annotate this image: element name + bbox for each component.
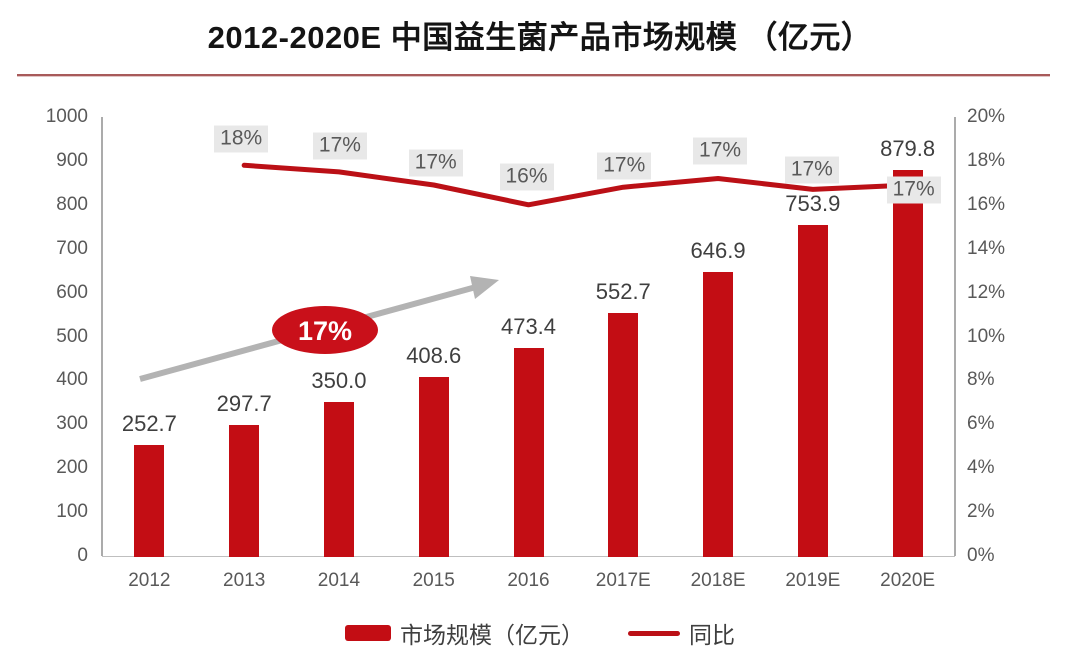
chart-title: 2012-2020E 中国益生菌产品市场规模 （亿元） xyxy=(207,20,873,55)
legend-label-yoy: 同比 xyxy=(689,622,735,648)
x-axis-label: 2020E xyxy=(880,570,936,591)
bar-series-swatch xyxy=(345,625,391,641)
line-series-swatch xyxy=(628,630,680,636)
right-axis-tick: 6% xyxy=(967,413,995,435)
bar-value-label: 297.7 xyxy=(216,391,272,417)
bar-value-label: 473.4 xyxy=(500,314,557,340)
yoy-percent-label: 18% xyxy=(214,125,269,153)
left-axis-tick: 500 xyxy=(56,325,88,347)
market-size-bar xyxy=(134,445,165,557)
yoy-percent-label: 17% xyxy=(312,132,367,160)
left-axis-tick: 100 xyxy=(56,501,88,523)
right-axis-tick: 4% xyxy=(967,457,995,479)
bar-value-label: 879.8 xyxy=(880,135,936,161)
right-axis-tick: 14% xyxy=(967,237,1006,259)
left-axis-tick: 800 xyxy=(56,193,88,215)
left-axis-tick: 600 xyxy=(56,281,88,303)
yoy-percent-label: 17% xyxy=(784,156,839,184)
right-axis-tick: 20% xyxy=(967,106,1006,127)
x-axis-label: 2012 xyxy=(128,570,171,591)
x-axis-label: 2015 xyxy=(412,570,455,591)
yoy-percent-label: 16% xyxy=(499,163,554,191)
left-axis-tick: 0 xyxy=(77,545,88,566)
x-axis-label: 2017E xyxy=(595,570,651,591)
x-axis-label: 2013 xyxy=(223,570,266,591)
right-axis-tick: 16% xyxy=(967,193,1006,215)
right-axis-line xyxy=(954,117,956,556)
left-axis-tick: 1000 xyxy=(45,106,88,127)
left-axis-tick: 300 xyxy=(56,413,88,435)
bar-value-label: 552.7 xyxy=(595,279,651,305)
left-axis-tick: 700 xyxy=(56,237,88,259)
trend-ellipse-label: 17% xyxy=(298,316,352,346)
market-size-bar xyxy=(513,348,544,557)
legend-item-yoy: 同比 xyxy=(628,616,735,650)
x-axis-label: 2016 xyxy=(507,570,550,591)
bar-value-label: 646.9 xyxy=(690,238,746,263)
left-axis-tick: 400 xyxy=(56,369,88,391)
trend-arrowhead-icon xyxy=(470,276,499,299)
market-size-bar xyxy=(229,425,260,557)
bar-value-label: 350.0 xyxy=(311,368,367,394)
yoy-growth-line xyxy=(241,162,911,208)
yoy-percent-label: 17% xyxy=(886,176,941,204)
title-divider xyxy=(17,74,1050,76)
yoy-percent-label: 17% xyxy=(693,137,748,165)
market-size-bar xyxy=(323,402,354,557)
yoy-percent-label: 17% xyxy=(408,149,463,177)
bar-value-label: 408.6 xyxy=(406,342,462,368)
x-axis-label: 2014 xyxy=(317,570,361,591)
left-axis-line xyxy=(101,117,103,556)
yoy-percent-label: 17% xyxy=(597,152,652,180)
chart-legend: 市场规模（亿元） 同比 xyxy=(0,616,1080,650)
bar-value-label: 252.7 xyxy=(121,411,177,437)
x-axis-label: 2018E xyxy=(690,570,746,591)
right-axis-tick: 0% xyxy=(967,545,995,566)
market-size-bar xyxy=(892,169,923,557)
legend-item-market-size: 市场规模（亿元） xyxy=(345,616,584,650)
market-size-bar xyxy=(608,313,639,557)
market-size-bar xyxy=(797,225,828,557)
left-axis-tick: 900 xyxy=(56,149,88,171)
right-axis-tick: 2% xyxy=(967,501,995,523)
market-size-bar xyxy=(703,272,734,557)
right-axis-tick: 8% xyxy=(967,369,995,391)
legend-label-market-size: 市场规模（亿元） xyxy=(400,622,584,648)
right-axis-tick: 18% xyxy=(967,149,1006,171)
x-axis-label: 2019E xyxy=(785,570,841,591)
left-axis-tick: 200 xyxy=(56,457,88,479)
bar-value-label: 753.9 xyxy=(785,191,841,217)
right-axis-tick: 10% xyxy=(967,325,1006,347)
market-size-bar xyxy=(418,376,449,557)
right-axis-tick: 12% xyxy=(967,281,1006,303)
trend-ellipse xyxy=(272,306,378,354)
